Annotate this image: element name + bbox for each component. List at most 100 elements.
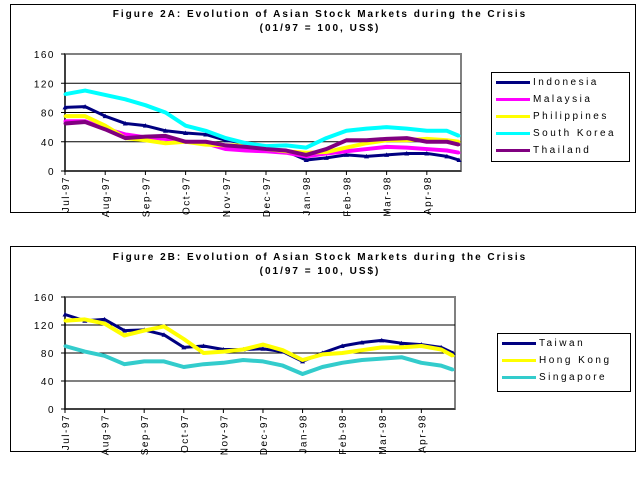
figure-2b-x-tick-label: Sep-97 (140, 414, 151, 455)
legend-item: South Korea (492, 125, 629, 142)
figure-2a-data-point (344, 129, 348, 133)
figure-2a-data-point (143, 135, 147, 139)
legend-swatch (502, 376, 536, 379)
legend-swatch (496, 132, 530, 135)
figure-2b-data-point (202, 351, 206, 355)
figure-2a-data-point (82, 104, 88, 109)
figure-2b-x-tick-label: Nov-97 (219, 414, 230, 455)
figure-2b-data-point (360, 358, 364, 362)
figure-2a-data-point (264, 144, 268, 148)
figure-2b-data-point (340, 351, 344, 355)
figure-2a-data-point (444, 153, 450, 159)
figure-2b-data-point (63, 344, 67, 348)
figure-2a-y-tick-label: 120 (34, 79, 55, 90)
figure-2a-data-point (123, 97, 127, 101)
figure-2a-title: Figure 2A: Evolution of Asian Stock Mark… (112, 9, 528, 20)
legend-label: Philippines (533, 111, 609, 122)
figure-2a-data-point (304, 153, 308, 157)
figure-2a-legend: Indonesia Malaysia Philippines South Korea T… (491, 72, 630, 162)
figure-2b-x-tick-label: Mar-98 (378, 414, 389, 455)
figure-2a-data-point (385, 137, 389, 141)
legend-item: Malaysia (492, 91, 629, 108)
figure-2a-data-point (63, 121, 67, 125)
figure-2a-data-point (183, 130, 189, 135)
legend-label: Hong Kong (539, 355, 612, 366)
figure-2a-data-point (103, 124, 107, 128)
figure-2b-data-point (221, 350, 225, 354)
legend-swatch (496, 98, 530, 101)
figure-2a-data-point (164, 141, 168, 145)
figure-2b-data-point (359, 340, 365, 345)
legend-label: South Korea (533, 128, 617, 139)
figure-2b-data-point (121, 328, 127, 333)
figure-2a-data-point (284, 143, 288, 147)
figure-2b-data-point (451, 368, 455, 372)
figure-2b-data-point (320, 365, 324, 369)
figure-2a-data-point (445, 140, 449, 144)
figure-2b-data-point (202, 362, 206, 366)
figure-2b-x-tick-label: Aug-97 (101, 414, 112, 455)
figure-2a-data-point (103, 93, 107, 97)
figure-2a-data-point (457, 134, 461, 138)
figure-2a-data-point (83, 120, 87, 124)
figure-2a-data-point (123, 136, 127, 140)
figure-2b-data-point (182, 337, 186, 341)
figure-2b-data-point (439, 364, 443, 368)
figure-2a-data-point (204, 129, 208, 133)
figure-2a-data-point (425, 137, 429, 141)
figure-2a-y-tick-label: 80 (41, 109, 55, 120)
figure-2a-data-point (424, 150, 430, 156)
figure-2b-data-point (340, 361, 344, 365)
figure-2a-data-point (244, 145, 248, 149)
figure-2a-x-tick-label: Jul-97 (61, 176, 72, 212)
figure-2b-data-point (162, 359, 166, 363)
legend-label: Taiwan (539, 338, 586, 349)
figure-2b-data-point (419, 361, 423, 365)
figure-2a-data-point (284, 149, 288, 153)
figure-2b-data-point (320, 352, 324, 356)
figure-2a-data-point (164, 111, 168, 114)
figure-2b-data-point (63, 319, 67, 323)
figure-2a-x-tick-label: Aug-97 (101, 176, 112, 217)
figure-2a-subtitle: (01/97 = 100, US$) (259, 23, 381, 34)
figure-2a-data-point (143, 138, 147, 142)
figure-2a-data-point (343, 152, 349, 157)
figure-2a-data-point (456, 157, 462, 163)
figure-2b-x-tick-label: Apr-98 (417, 414, 428, 453)
figure-2a-data-point (365, 138, 369, 142)
figure-2b-data-point (83, 350, 87, 354)
figure-2a-data-point (385, 145, 389, 149)
figure-2b-data-point (62, 312, 68, 317)
legend-item: Singapore (498, 369, 630, 386)
figure-2a-data-point (164, 134, 168, 138)
figure-2a-data-point (365, 147, 369, 151)
figure-2b-data-point (241, 348, 245, 351)
figure-2a-data-point (123, 132, 127, 136)
figure-2a-data-point (365, 141, 369, 145)
figure-2a-data-point (204, 140, 208, 144)
figure-2b-data-point (103, 322, 107, 326)
figure-2a-data-point (425, 129, 429, 133)
figure-2a-data-point (304, 146, 308, 150)
figure-2a-data-point (405, 146, 409, 150)
figure-2a-data-point (143, 103, 147, 107)
figure-2a-data-point (264, 147, 268, 151)
figure-2a-data-point (83, 114, 87, 118)
legend-item: Indonesia (492, 74, 629, 91)
figure-2a-data-point (184, 124, 188, 128)
figure-2a-data-point (142, 123, 148, 128)
figure-2a-data-point (344, 149, 348, 153)
figure-2b-y-tick-label: 40 (41, 377, 55, 388)
figure-2b-data-point (281, 348, 285, 352)
figure-2b-x-tick-label: Jul-97 (61, 414, 72, 450)
figure-2b-legend: Taiwan Hong Kong Singapore (497, 333, 631, 392)
figure-2a-data-point (303, 157, 309, 163)
figure-2a-data-point (244, 141, 248, 145)
figure-2b-data-point (221, 361, 225, 365)
figure-2a-data-point (405, 136, 409, 140)
figure-2a-data-point (204, 143, 208, 147)
figure-2a-data-point (364, 153, 370, 159)
legend-swatch (496, 81, 530, 84)
figure-2a-data-point (324, 136, 328, 140)
figure-2a-data-point (404, 150, 410, 156)
